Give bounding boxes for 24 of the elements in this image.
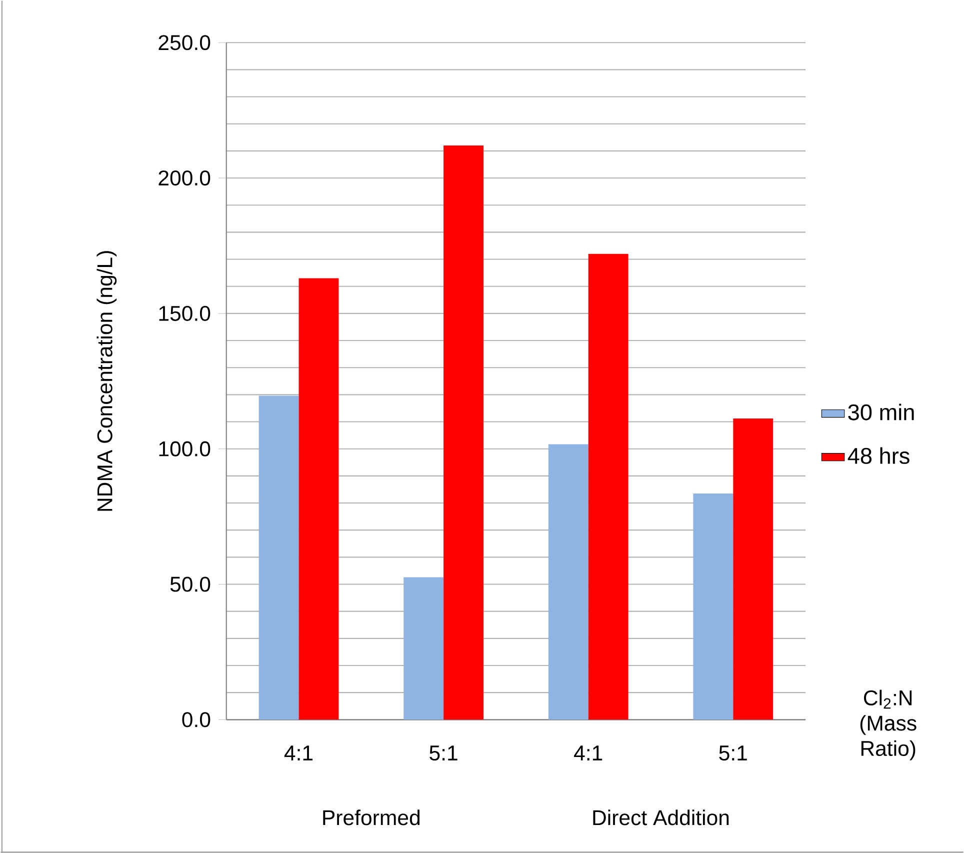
bar <box>404 576 444 720</box>
y-tick-label: 50.0 <box>170 576 210 592</box>
x-tick-label: 5:1 <box>719 745 747 760</box>
y-tick-label: 200.0 <box>158 170 210 186</box>
bar <box>298 278 339 720</box>
text: Direct Addition <box>593 809 729 826</box>
y-tick-label: 100.0 <box>159 441 210 456</box>
y-tick-label: 0.0 <box>182 712 210 727</box>
x-tick-label: 4:1 <box>574 745 602 760</box>
x-tick-label: 4:1 <box>284 745 313 760</box>
legend-label: 48 hrs <box>848 447 910 464</box>
bar <box>548 444 588 720</box>
x-tick-label: 5:1 <box>430 745 458 760</box>
bar <box>693 493 734 720</box>
bar <box>258 396 299 720</box>
y-tick-label: 250.0 <box>158 34 210 50</box>
y-axis-title: NDMA Concentration (ng/L) <box>96 250 117 511</box>
legend-label: 30 min <box>848 404 914 420</box>
x-axis-title: Cl$_{2}$:N (Mass Ratio) <box>860 690 916 760</box>
bar <box>588 254 628 720</box>
bar <box>444 145 484 720</box>
bar <box>733 418 774 720</box>
y-tick-label: 150.0 <box>159 306 210 321</box>
text: Preformed <box>323 809 420 826</box>
